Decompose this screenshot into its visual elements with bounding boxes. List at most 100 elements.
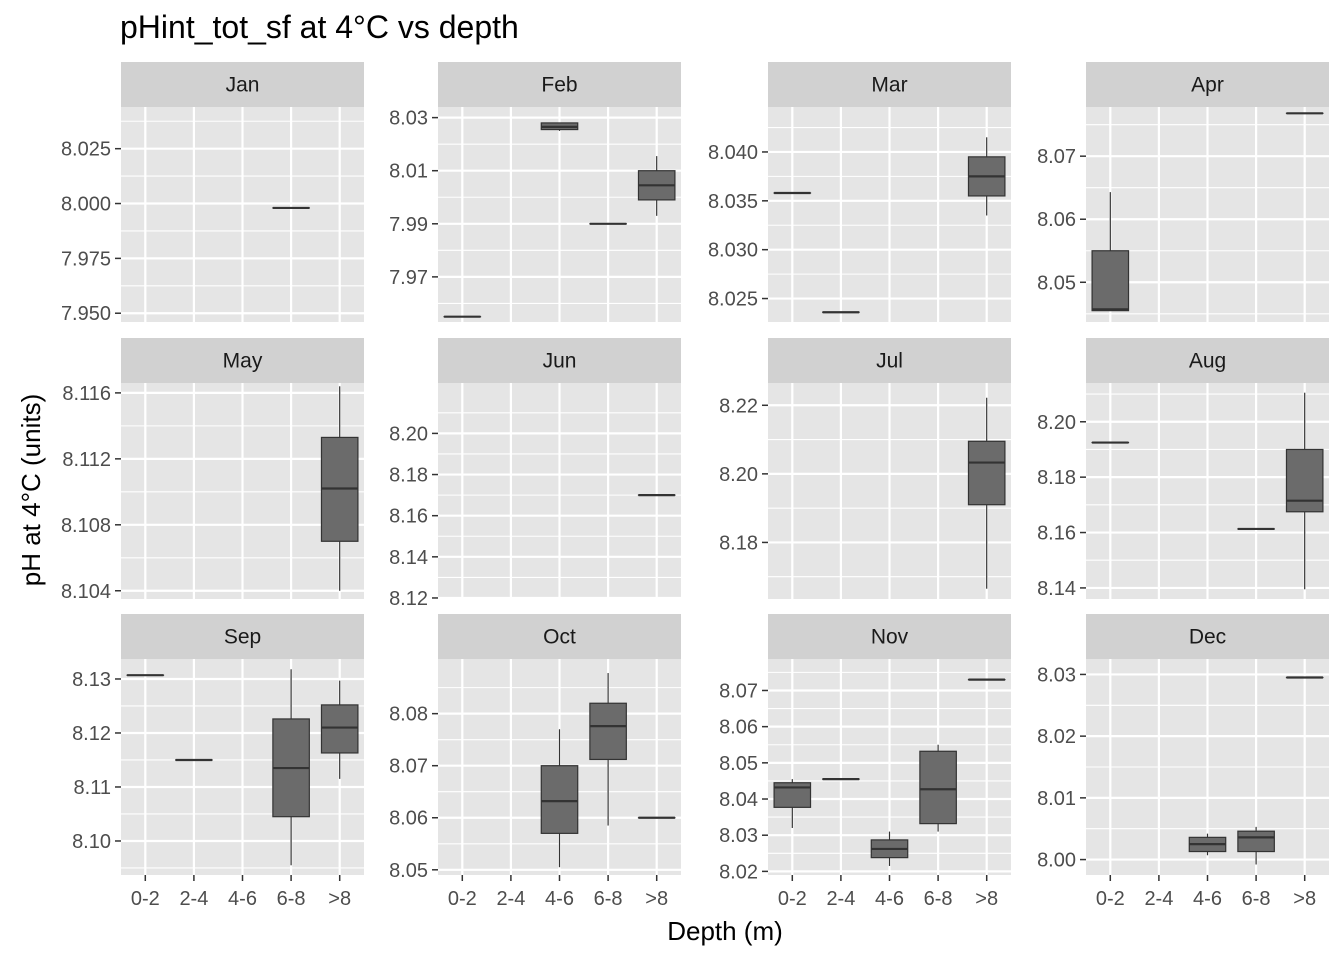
box-6-8 <box>272 669 310 866</box>
box-iqr <box>540 765 579 834</box>
y-tick-label: 8.16 <box>389 506 428 528</box>
y-tick-label: 8.16 <box>1037 523 1076 545</box>
y-tick-label: 8.07 <box>719 680 758 702</box>
y-tick-label: 8.000 <box>61 194 111 216</box>
x-tick-label: 6-8 <box>924 888 953 910</box>
box->8 <box>1285 392 1324 590</box>
y-tick-label: 8.04 <box>719 789 758 811</box>
y-tick-label: 8.05 <box>719 753 758 775</box>
y-tick-label: 8.07 <box>1037 146 1076 168</box>
x-tick-label: 4-6 <box>875 888 904 910</box>
y-tick-label: 8.18 <box>389 465 428 487</box>
y-tick-label: 8.12 <box>389 588 428 610</box>
x-tick-label: 4-6 <box>545 888 574 910</box>
facet-strip <box>438 614 681 659</box>
box-iqr <box>919 750 957 825</box>
y-tick-label: 8.00 <box>1037 850 1076 872</box>
facet-may: May 8.104 8.108 8.112 8.116 <box>61 338 364 603</box>
x-tick-label: 0-2 <box>1096 888 1125 910</box>
x-tick-label: >8 <box>1293 888 1316 910</box>
y-tick-label: 8.03 <box>1037 664 1076 686</box>
y-tick-label: 8.02 <box>1037 726 1076 748</box>
facet-nov: Nov 8.02 8.03 8.04 8.05 8.06 8.07 0-2 2-4 4-6 6-8 >… <box>719 614 1011 910</box>
y-tick-label: 8.18 <box>719 532 758 554</box>
facet-strip <box>1086 338 1329 383</box>
y-tick-label: 8.20 <box>389 423 428 445</box>
box-4-6 <box>870 831 909 866</box>
y-tick-label: 8.025 <box>61 139 111 161</box>
y-tick-label: 8.18 <box>1037 467 1076 489</box>
box-iqr <box>320 704 359 754</box>
box-0-2 <box>1091 192 1130 312</box>
box-iqr <box>1285 448 1324 513</box>
x-tick-label: 4-6 <box>1193 888 1222 910</box>
box-4-6 <box>540 122 579 131</box>
facet-strip-label: Jan <box>226 74 260 97</box>
y-tick-label: 8.108 <box>61 515 111 537</box>
box->8 <box>967 397 1006 589</box>
x-tick-label: >8 <box>328 888 351 910</box>
facet-strip <box>1086 614 1329 659</box>
y-tick-label: 8.06 <box>719 717 758 739</box>
y-tick-label: 8.22 <box>719 395 758 417</box>
box-4-6 <box>540 729 579 868</box>
box-4-6 <box>1188 833 1227 856</box>
facet-strip-label: Aug <box>1189 350 1226 373</box>
facet-strip <box>121 62 364 107</box>
chart-title: pHint_tot_sf at 4°C vs depth <box>120 9 519 45</box>
facet-feb: Feb 7.97 7.99 8.01 8.03 <box>389 62 681 322</box>
facet-strip <box>438 338 681 383</box>
y-tick-label: 8.030 <box>708 240 758 262</box>
facet-strip-label: Dec <box>1189 626 1226 649</box>
facet-strip-label: Feb <box>541 74 577 97</box>
facet-strip <box>1086 62 1329 107</box>
facet-oct: Oct 8.05 8.06 8.07 8.08 0-2 2-4 4-6 6-8 >8 <box>389 614 681 910</box>
x-tick-label: 6-8 <box>1242 888 1271 910</box>
y-tick-label: 8.104 <box>61 581 111 603</box>
box-iqr <box>1237 830 1275 853</box>
box-iqr <box>967 440 1006 506</box>
facet-strip-label: Nov <box>871 626 909 649</box>
y-tick-label: 8.10 <box>72 831 111 853</box>
x-axis-title: Depth (m) <box>667 916 783 946</box>
facet-strip <box>768 614 1011 659</box>
x-tick-label: 2-4 <box>496 888 525 910</box>
y-tick-label: 8.20 <box>719 464 758 486</box>
box->8 <box>967 137 1006 216</box>
x-tick-label: 0-2 <box>778 888 807 910</box>
y-tick-label: 8.01 <box>1037 788 1076 810</box>
facet-strip-label: May <box>223 350 263 373</box>
box-iqr <box>589 702 627 761</box>
facet-mar: Mar 8.025 8.030 8.035 8.040 <box>708 62 1011 322</box>
y-tick-label: 8.05 <box>389 860 428 882</box>
y-tick-label: 8.06 <box>1037 209 1076 231</box>
facet-strip <box>121 338 364 383</box>
y-tick-label: 8.02 <box>719 861 758 883</box>
y-tick-label: 8.040 <box>708 142 758 164</box>
facet-jun: Jun 8.12 8.14 8.16 8.18 8.20 <box>389 338 681 610</box>
y-tick-label: 8.20 <box>1037 412 1076 434</box>
y-tick-label: 7.975 <box>61 248 111 270</box>
y-tick-label: 8.01 <box>389 161 428 183</box>
y-tick-label: 8.14 <box>1037 578 1076 600</box>
y-tick-label: 8.03 <box>719 825 758 847</box>
facet-apr: Apr 8.05 8.06 8.07 <box>1037 62 1329 322</box>
y-tick-label: 7.99 <box>389 214 428 236</box>
facet-jul: Jul 8.18 8.20 8.22 <box>719 338 1011 599</box>
facet-jan: Jan 7.950 7.975 8.000 8.025 <box>61 62 364 325</box>
box-6-8 <box>589 673 627 826</box>
y-tick-label: 8.116 <box>62 383 111 405</box>
y-tick-label: 8.035 <box>708 191 758 213</box>
facet-grid: Jan 7.950 7.975 8.000 8.025 Feb 7.97 7.99 8.01 8.… <box>61 62 1329 910</box>
facet-dec: Dec 8.00 8.01 8.02 8.03 0-2 2-4 4-6 6-8 >8 <box>1037 614 1329 910</box>
box-6-8 <box>919 744 957 832</box>
y-tick-label: 8.025 <box>708 289 758 311</box>
box->8 <box>320 680 359 779</box>
y-tick-label: 8.11 <box>74 777 111 799</box>
facet-strip <box>438 62 681 107</box>
y-tick-label: 8.06 <box>389 808 428 830</box>
y-tick-label: 8.05 <box>1037 272 1076 294</box>
x-tick-label: >8 <box>975 888 998 910</box>
facet-strip-label: Oct <box>543 626 576 649</box>
y-tick-label: 8.14 <box>389 547 428 569</box>
